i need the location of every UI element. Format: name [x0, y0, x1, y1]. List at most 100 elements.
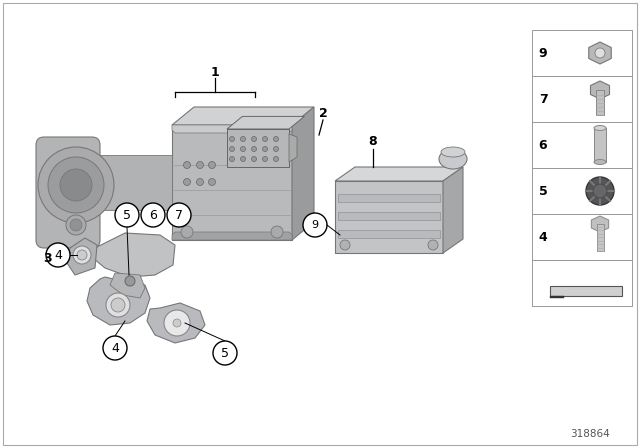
- Circle shape: [252, 156, 257, 161]
- Bar: [532, 76, 632, 122]
- Polygon shape: [172, 125, 292, 133]
- Ellipse shape: [594, 125, 606, 130]
- Bar: [532, 260, 632, 306]
- Circle shape: [106, 293, 130, 317]
- Text: 5: 5: [539, 185, 547, 198]
- Bar: [532, 214, 632, 260]
- Text: 9: 9: [539, 47, 547, 60]
- Circle shape: [271, 226, 283, 238]
- Text: 4: 4: [54, 249, 62, 262]
- Text: 7: 7: [175, 208, 183, 221]
- Circle shape: [60, 169, 92, 201]
- Circle shape: [111, 298, 125, 312]
- Polygon shape: [550, 286, 622, 296]
- Polygon shape: [87, 277, 150, 325]
- Text: 318864: 318864: [570, 429, 610, 439]
- Polygon shape: [338, 230, 440, 238]
- FancyBboxPatch shape: [36, 137, 100, 248]
- Polygon shape: [93, 233, 175, 277]
- Circle shape: [586, 177, 614, 205]
- Circle shape: [73, 246, 91, 264]
- Circle shape: [241, 156, 246, 161]
- Polygon shape: [338, 194, 440, 202]
- Polygon shape: [147, 303, 205, 343]
- Circle shape: [428, 240, 438, 250]
- Ellipse shape: [594, 159, 606, 164]
- Circle shape: [209, 161, 216, 168]
- Polygon shape: [110, 273, 145, 298]
- Circle shape: [241, 137, 246, 142]
- Circle shape: [167, 203, 191, 227]
- Circle shape: [252, 137, 257, 142]
- Circle shape: [48, 157, 104, 213]
- Text: 5: 5: [221, 346, 229, 359]
- Polygon shape: [172, 107, 314, 125]
- Polygon shape: [227, 116, 305, 129]
- Circle shape: [70, 219, 82, 231]
- Polygon shape: [67, 238, 97, 275]
- Circle shape: [209, 178, 216, 185]
- Circle shape: [595, 48, 605, 58]
- Text: 6: 6: [539, 138, 547, 151]
- Circle shape: [66, 215, 86, 235]
- Circle shape: [38, 147, 114, 223]
- Bar: [532, 30, 632, 76]
- Circle shape: [196, 178, 204, 185]
- Circle shape: [340, 240, 350, 250]
- Circle shape: [230, 137, 234, 142]
- Circle shape: [252, 146, 257, 151]
- Polygon shape: [589, 42, 611, 64]
- Text: 3: 3: [44, 251, 52, 264]
- Circle shape: [213, 341, 237, 365]
- Bar: [594, 128, 606, 162]
- Polygon shape: [443, 167, 463, 253]
- Text: 5: 5: [123, 208, 131, 221]
- Text: 9: 9: [312, 220, 319, 230]
- Polygon shape: [335, 167, 463, 181]
- Polygon shape: [95, 155, 172, 210]
- Circle shape: [103, 336, 127, 360]
- Polygon shape: [289, 134, 297, 162]
- Text: 6: 6: [149, 208, 157, 221]
- Bar: [532, 122, 632, 168]
- Circle shape: [230, 146, 234, 151]
- Circle shape: [273, 146, 278, 151]
- Circle shape: [77, 250, 87, 260]
- Circle shape: [125, 276, 135, 286]
- Polygon shape: [172, 125, 292, 240]
- Circle shape: [273, 156, 278, 161]
- Text: 1: 1: [211, 65, 220, 78]
- Circle shape: [196, 161, 204, 168]
- Text: 7: 7: [539, 92, 547, 105]
- Circle shape: [262, 156, 268, 161]
- Circle shape: [184, 161, 191, 168]
- Ellipse shape: [441, 147, 465, 157]
- Circle shape: [173, 319, 181, 327]
- Polygon shape: [172, 232, 292, 240]
- Circle shape: [164, 310, 190, 336]
- Circle shape: [230, 156, 234, 161]
- Circle shape: [273, 137, 278, 142]
- Circle shape: [46, 243, 70, 267]
- Circle shape: [115, 203, 139, 227]
- Polygon shape: [591, 81, 609, 99]
- Circle shape: [241, 146, 246, 151]
- Bar: [596, 224, 604, 251]
- Ellipse shape: [439, 149, 467, 169]
- Bar: [596, 90, 604, 115]
- Text: 8: 8: [369, 134, 378, 147]
- Circle shape: [262, 146, 268, 151]
- Text: 4: 4: [111, 341, 119, 354]
- Circle shape: [593, 184, 607, 198]
- Polygon shape: [550, 296, 564, 298]
- Circle shape: [141, 203, 165, 227]
- Circle shape: [184, 178, 191, 185]
- Text: 4: 4: [539, 231, 547, 244]
- Polygon shape: [338, 212, 440, 220]
- Polygon shape: [335, 181, 443, 253]
- Circle shape: [262, 137, 268, 142]
- Text: 2: 2: [319, 107, 328, 120]
- Circle shape: [181, 226, 193, 238]
- Polygon shape: [292, 107, 314, 240]
- Circle shape: [303, 213, 327, 237]
